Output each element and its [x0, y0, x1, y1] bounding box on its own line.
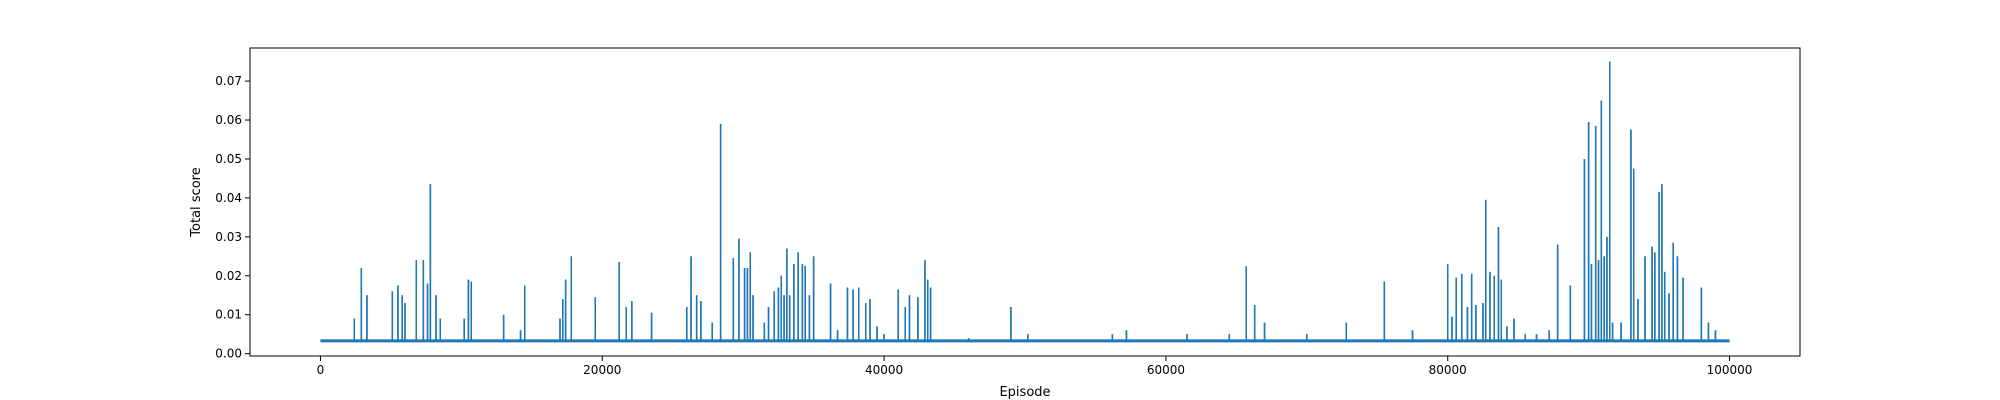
y-tick-label: 0.00	[215, 347, 242, 361]
x-tick-label: 100000	[1707, 363, 1753, 377]
y-tick-label: 0.02	[215, 269, 242, 283]
y-tick-label: 0.06	[215, 113, 242, 127]
x-tick-label: 0	[317, 363, 325, 377]
x-axis-label: Episode	[999, 385, 1050, 400]
y-tick-label: 0.04	[215, 191, 242, 205]
x-tick-label: 80000	[1429, 363, 1467, 377]
x-tick-label: 20000	[583, 363, 621, 377]
y-tick-label: 0.05	[215, 152, 242, 166]
x-tick-label: 40000	[865, 363, 903, 377]
y-tick-label: 0.01	[215, 308, 242, 322]
y-tick-label: 0.07	[215, 74, 242, 88]
y-tick-label: 0.03	[215, 230, 242, 244]
y-axis-label: Total score	[189, 167, 204, 237]
plot-area-frame	[249, 47, 1801, 357]
x-tick-label: 60000	[1147, 363, 1185, 377]
series-layer	[320, 61, 1730, 343]
x-axis-ticks: 0 20000 40000 60000 80000 100000	[317, 356, 1753, 377]
y-axis-ticks: 0.00 0.01 0.02 0.03 0.04 0.05 0.06 0.07	[215, 74, 250, 361]
